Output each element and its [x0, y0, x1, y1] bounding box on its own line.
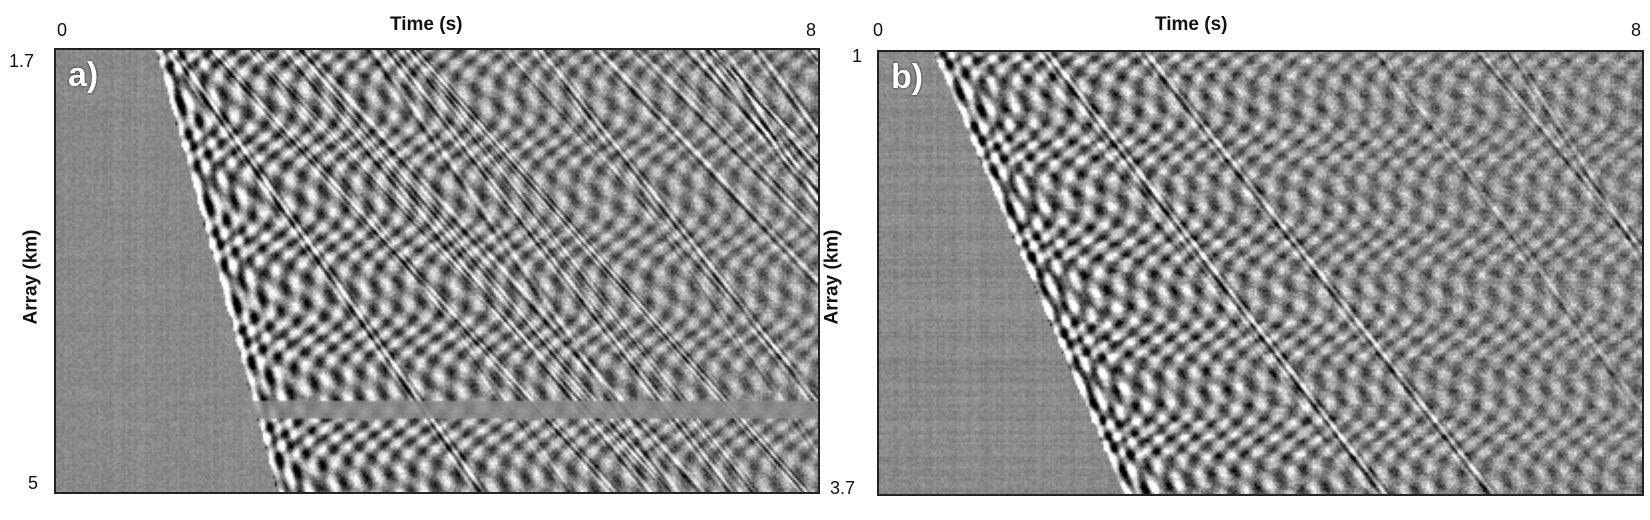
- y-tick-top: 1.7: [9, 51, 35, 71]
- seismogram-plot-b: [877, 50, 1644, 496]
- panel-label: a): [68, 56, 99, 94]
- x-axis-title: Time (s): [390, 14, 463, 35]
- y-tick-bottom: 5: [28, 473, 39, 493]
- seismic-panel-b: Time (s) 0 8 Array (km) 1 3.7 b): [821, 0, 1650, 520]
- seismogram-image-b: [879, 52, 1642, 494]
- y-tick-bottom: 3.7: [830, 478, 856, 498]
- seismogram-plot-a: [54, 48, 820, 494]
- x-tick-end: 8: [1631, 20, 1642, 40]
- y-tick-top: 1: [852, 46, 863, 66]
- y-axis-title: Array (km): [821, 229, 843, 325]
- seismogram-image-a: [56, 50, 818, 492]
- y-axis-title: Array (km): [20, 229, 42, 325]
- x-axis-title: Time (s): [1155, 14, 1228, 35]
- x-tick-start: 0: [873, 20, 884, 40]
- panel-label: b): [891, 58, 924, 96]
- seismic-panel-a: Time (s) 0 8 Array (km) 1.7 5 a): [9, 14, 820, 494]
- x-tick-start: 0: [57, 20, 68, 40]
- x-tick-end: 8: [806, 20, 817, 40]
